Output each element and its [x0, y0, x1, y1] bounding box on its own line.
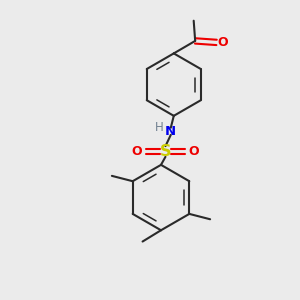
Text: O: O	[132, 145, 142, 158]
Text: O: O	[189, 145, 199, 158]
Text: N: N	[165, 125, 176, 138]
Text: S: S	[160, 144, 171, 159]
Text: H: H	[154, 121, 163, 134]
Text: O: O	[218, 36, 228, 49]
